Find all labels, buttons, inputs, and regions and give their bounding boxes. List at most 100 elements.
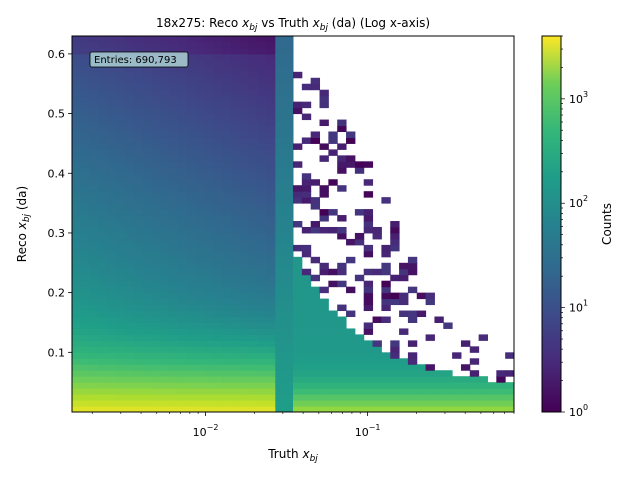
- heatmap-cell: [133, 232, 144, 240]
- heatmap-cell: [72, 95, 82, 103]
- heatmap-cell: [72, 358, 82, 365]
- heatmap-cell: [284, 346, 294, 353]
- heatmap-cell: [496, 406, 506, 412]
- heatmap-cell: [231, 191, 241, 198]
- heatmap-cell: [266, 310, 276, 318]
- heatmap-cell: [116, 382, 126, 389]
- heatmap-cell: [310, 131, 321, 138]
- heatmap-cell: [266, 83, 276, 91]
- heatmap-cell: [319, 304, 329, 312]
- heatmap-cell: [213, 149, 223, 156]
- heatmap-cell: [116, 119, 126, 127]
- heatmap-cell: [116, 107, 126, 115]
- heatmap-cell: [266, 167, 276, 174]
- heatmap-cell: [399, 382, 409, 389]
- heatmap-cell: [390, 244, 400, 252]
- heatmap-cell: [178, 36, 188, 43]
- heatmap-cell: [195, 388, 206, 395]
- heatmap-cell: [222, 221, 232, 228]
- heatmap-cell: [186, 155, 197, 162]
- heatmap-cell: [301, 352, 312, 359]
- heatmap-cell: [266, 77, 276, 85]
- heatmap-cell: [116, 185, 126, 192]
- heatmap-cell: [354, 388, 365, 395]
- heatmap-cell: [284, 221, 294, 228]
- heatmap-cell: [328, 226, 338, 234]
- heatmap-cell: [98, 346, 108, 353]
- heatmap-cell: [213, 101, 223, 109]
- heatmap-cell: [266, 244, 276, 252]
- heatmap-cell: [416, 370, 427, 377]
- heatmap-cell: [80, 167, 91, 174]
- heatmap-cell: [231, 161, 241, 168]
- heatmap-cell: [275, 316, 285, 323]
- heatmap-cell: [381, 316, 391, 323]
- heatmap-cell: [186, 358, 197, 365]
- heatmap-cell: [195, 292, 206, 300]
- heatmap-cell: [257, 334, 267, 341]
- heatmap-cell: [204, 36, 214, 43]
- heatmap-cell: [178, 209, 188, 216]
- heatmap-cell: [257, 137, 267, 144]
- heatmap-cell: [160, 328, 170, 335]
- heatmap-cell: [363, 346, 374, 353]
- heatmap-cell: [381, 298, 391, 306]
- heatmap-cell: [266, 346, 276, 353]
- heatmap-cell: [204, 167, 214, 174]
- heatmap-cell: [213, 47, 223, 55]
- heatmap-cell: [178, 400, 188, 407]
- heatmap-cell: [133, 125, 144, 132]
- heatmap-cell: [151, 268, 161, 276]
- heatmap-cell: [80, 191, 91, 198]
- heatmap-cell: [116, 125, 126, 132]
- heatmap-cell: [284, 36, 294, 43]
- heatmap-cell: [248, 221, 259, 228]
- heatmap-cell: [72, 370, 82, 377]
- heatmap-cell: [195, 167, 206, 174]
- heatmap-cell: [133, 47, 144, 55]
- heatmap-cell: [301, 101, 312, 109]
- heatmap-cell: [248, 292, 259, 300]
- heatmap-cell: [204, 262, 214, 270]
- heatmap-cell: [293, 286, 303, 294]
- heatmap-cell: [186, 310, 197, 318]
- heatmap-cell: [505, 400, 514, 407]
- heatmap-cell: [346, 364, 356, 371]
- heatmap-cell: [107, 286, 117, 294]
- heatmap-cell: [346, 346, 356, 353]
- heatmap-cell: [195, 83, 206, 91]
- heatmap-cell: [248, 209, 259, 216]
- heatmap-cell: [363, 352, 374, 359]
- heatmap-cell: [275, 179, 285, 186]
- heatmap-cell: [125, 316, 135, 323]
- heatmap-cell: [72, 328, 82, 335]
- heatmap-cell: [239, 65, 250, 73]
- heatmap-cell: [116, 36, 126, 43]
- heatmap-cell: [133, 244, 144, 252]
- heatmap-cell: [107, 268, 117, 276]
- heatmap-cell: [80, 328, 91, 335]
- heatmap-cell: [239, 346, 250, 353]
- heatmap-cell: [195, 71, 206, 79]
- heatmap-cell: [125, 250, 135, 258]
- heatmap-cell: [231, 244, 241, 252]
- heatmap-cell: [89, 47, 100, 55]
- heatmap-cell: [301, 244, 312, 252]
- heatmap-cell: [407, 382, 418, 389]
- heatmap-cell: [266, 334, 276, 341]
- heatmap-cell: [257, 376, 267, 383]
- heatmap-cell: [169, 167, 179, 174]
- heatmap-cell: [231, 101, 241, 109]
- heatmap-cell: [142, 310, 153, 318]
- heatmap-cell: [169, 226, 179, 234]
- heatmap-cell: [372, 394, 382, 401]
- heatmap-cell: [266, 221, 276, 228]
- heatmap-cell: [116, 388, 126, 395]
- heatmap-cell: [275, 113, 285, 121]
- heatmap-cell: [213, 310, 223, 318]
- heatmap-cell: [151, 119, 161, 127]
- heatmap-cell: [107, 406, 117, 412]
- heatmap-cell: [169, 36, 179, 43]
- heatmap-cell: [222, 71, 232, 79]
- heatmap-cell: [72, 382, 82, 389]
